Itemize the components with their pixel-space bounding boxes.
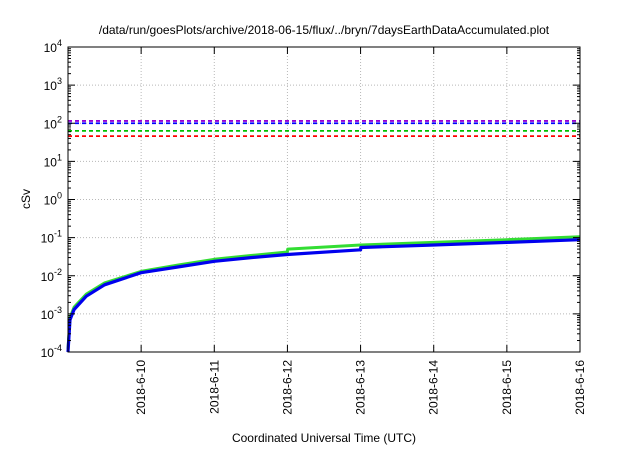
y-axis: 10-4 10-3 10-2 10-1 100 101 102 103 104 [41, 38, 580, 360]
y-tick-label: 10-4 [41, 343, 62, 360]
x-tick-label: 2018-6-11 [207, 360, 221, 414]
y-tick-label: 101 [44, 152, 62, 169]
y-tick-label: 102 [44, 114, 62, 131]
grid-layer [68, 47, 580, 352]
y-tick-label: 10-3 [41, 305, 62, 322]
x-tick-label: 2018-6-16 [573, 360, 587, 415]
x-tick-label: 2018-6-14 [427, 360, 441, 415]
x-tick-label: 2018-6-13 [354, 360, 368, 415]
threshold-layer [68, 120, 580, 138]
y-tick-label: 104 [44, 38, 62, 55]
y-tick-label: 10-1 [41, 229, 62, 246]
x-axis-label: Coordinated Universal Time (UTC) [232, 431, 416, 445]
x-axis: 2018-6-10 2018-6-11 2018-6-12 2018-6-13 2018… [134, 47, 587, 415]
y-axis-label: cSv [19, 189, 33, 209]
series-layer [66, 235, 581, 353]
y-tick-label: 103 [44, 76, 62, 93]
series-line [66, 238, 581, 353]
x-tick-label: 2018-6-12 [280, 360, 294, 415]
x-tick-label: 2018-6-15 [500, 360, 514, 415]
x-tick-label: 2018-6-10 [134, 360, 148, 415]
y-tick-label: 10-2 [41, 267, 62, 284]
y-tick-label: 100 [44, 191, 62, 208]
chart-title: /data/run/goesPlots/archive/2018-06-15/f… [99, 23, 550, 37]
